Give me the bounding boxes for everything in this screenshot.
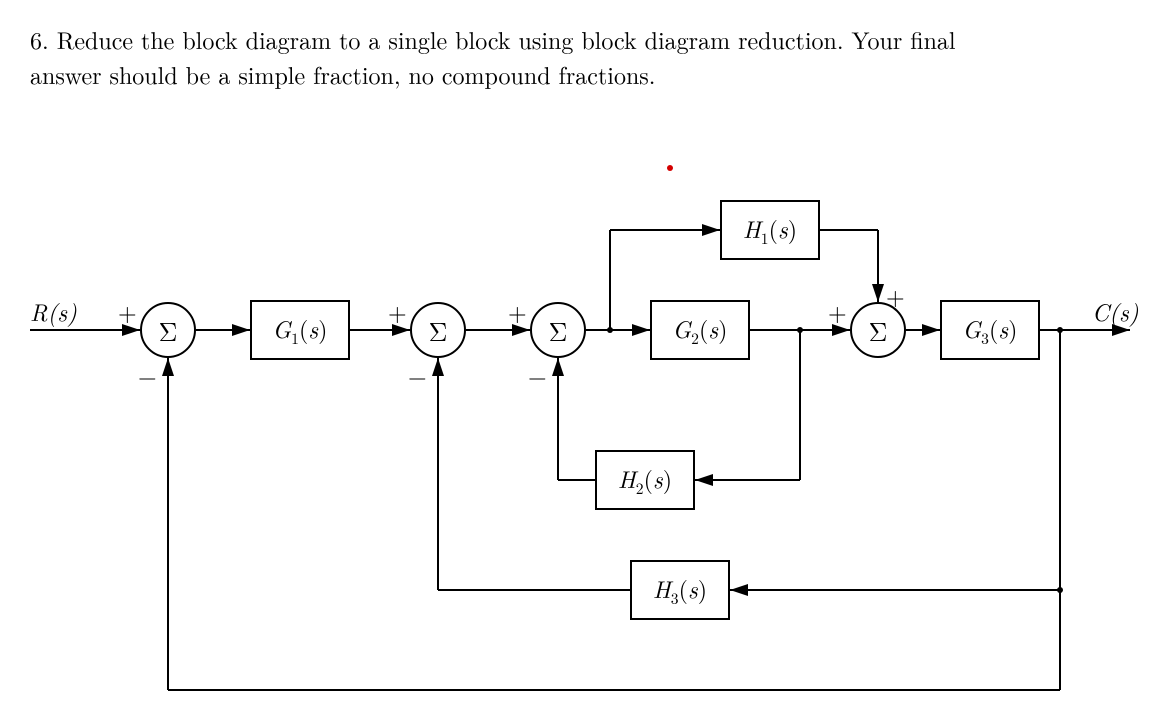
summer-2: Σ <box>410 302 466 358</box>
summer-3: Σ <box>530 302 586 358</box>
s3-plus: + <box>508 294 527 328</box>
output-label: C(s) <box>1092 294 1139 328</box>
s4-plus-left: + <box>828 294 847 328</box>
block-g3: G3(s) <box>940 300 1040 360</box>
h3-label: H3(s) <box>653 571 707 609</box>
s2-minus: − <box>408 358 427 392</box>
block-g2: G2(s) <box>650 300 750 360</box>
problem-number: 6. <box>30 22 49 56</box>
problem-statement: 6. Reduce the block diagram to a single … <box>30 22 1136 92</box>
s1-minus: − <box>138 358 157 392</box>
block-h1: H1(s) <box>720 200 820 260</box>
diagram-wires <box>0 160 1164 721</box>
s1-plus: + <box>118 294 137 328</box>
summer-1: Σ <box>140 302 196 358</box>
problem-line1: Reduce the block diagram to a single blo… <box>57 22 956 56</box>
s2-plus: + <box>388 294 407 328</box>
block-diagram: R(s) C(s) Σ Σ Σ Σ + − + − + − + + G1(s) … <box>0 160 1164 721</box>
s3-minus: − <box>528 358 547 392</box>
h2-label: H2(s) <box>618 461 672 499</box>
g1-label: G1(s) <box>273 311 328 349</box>
g3-label: G3(s) <box>963 311 1018 349</box>
g2-label: G2(s) <box>673 311 728 349</box>
block-h3: H3(s) <box>630 560 730 620</box>
block-h2: H2(s) <box>595 450 695 510</box>
problem-line2: answer should be a simple fraction, no c… <box>30 57 655 91</box>
input-label: R(s) <box>30 294 77 328</box>
block-g1: G1(s) <box>250 300 350 360</box>
s4-plus-top: + <box>886 278 905 312</box>
h1-label: H1(s) <box>743 211 797 249</box>
